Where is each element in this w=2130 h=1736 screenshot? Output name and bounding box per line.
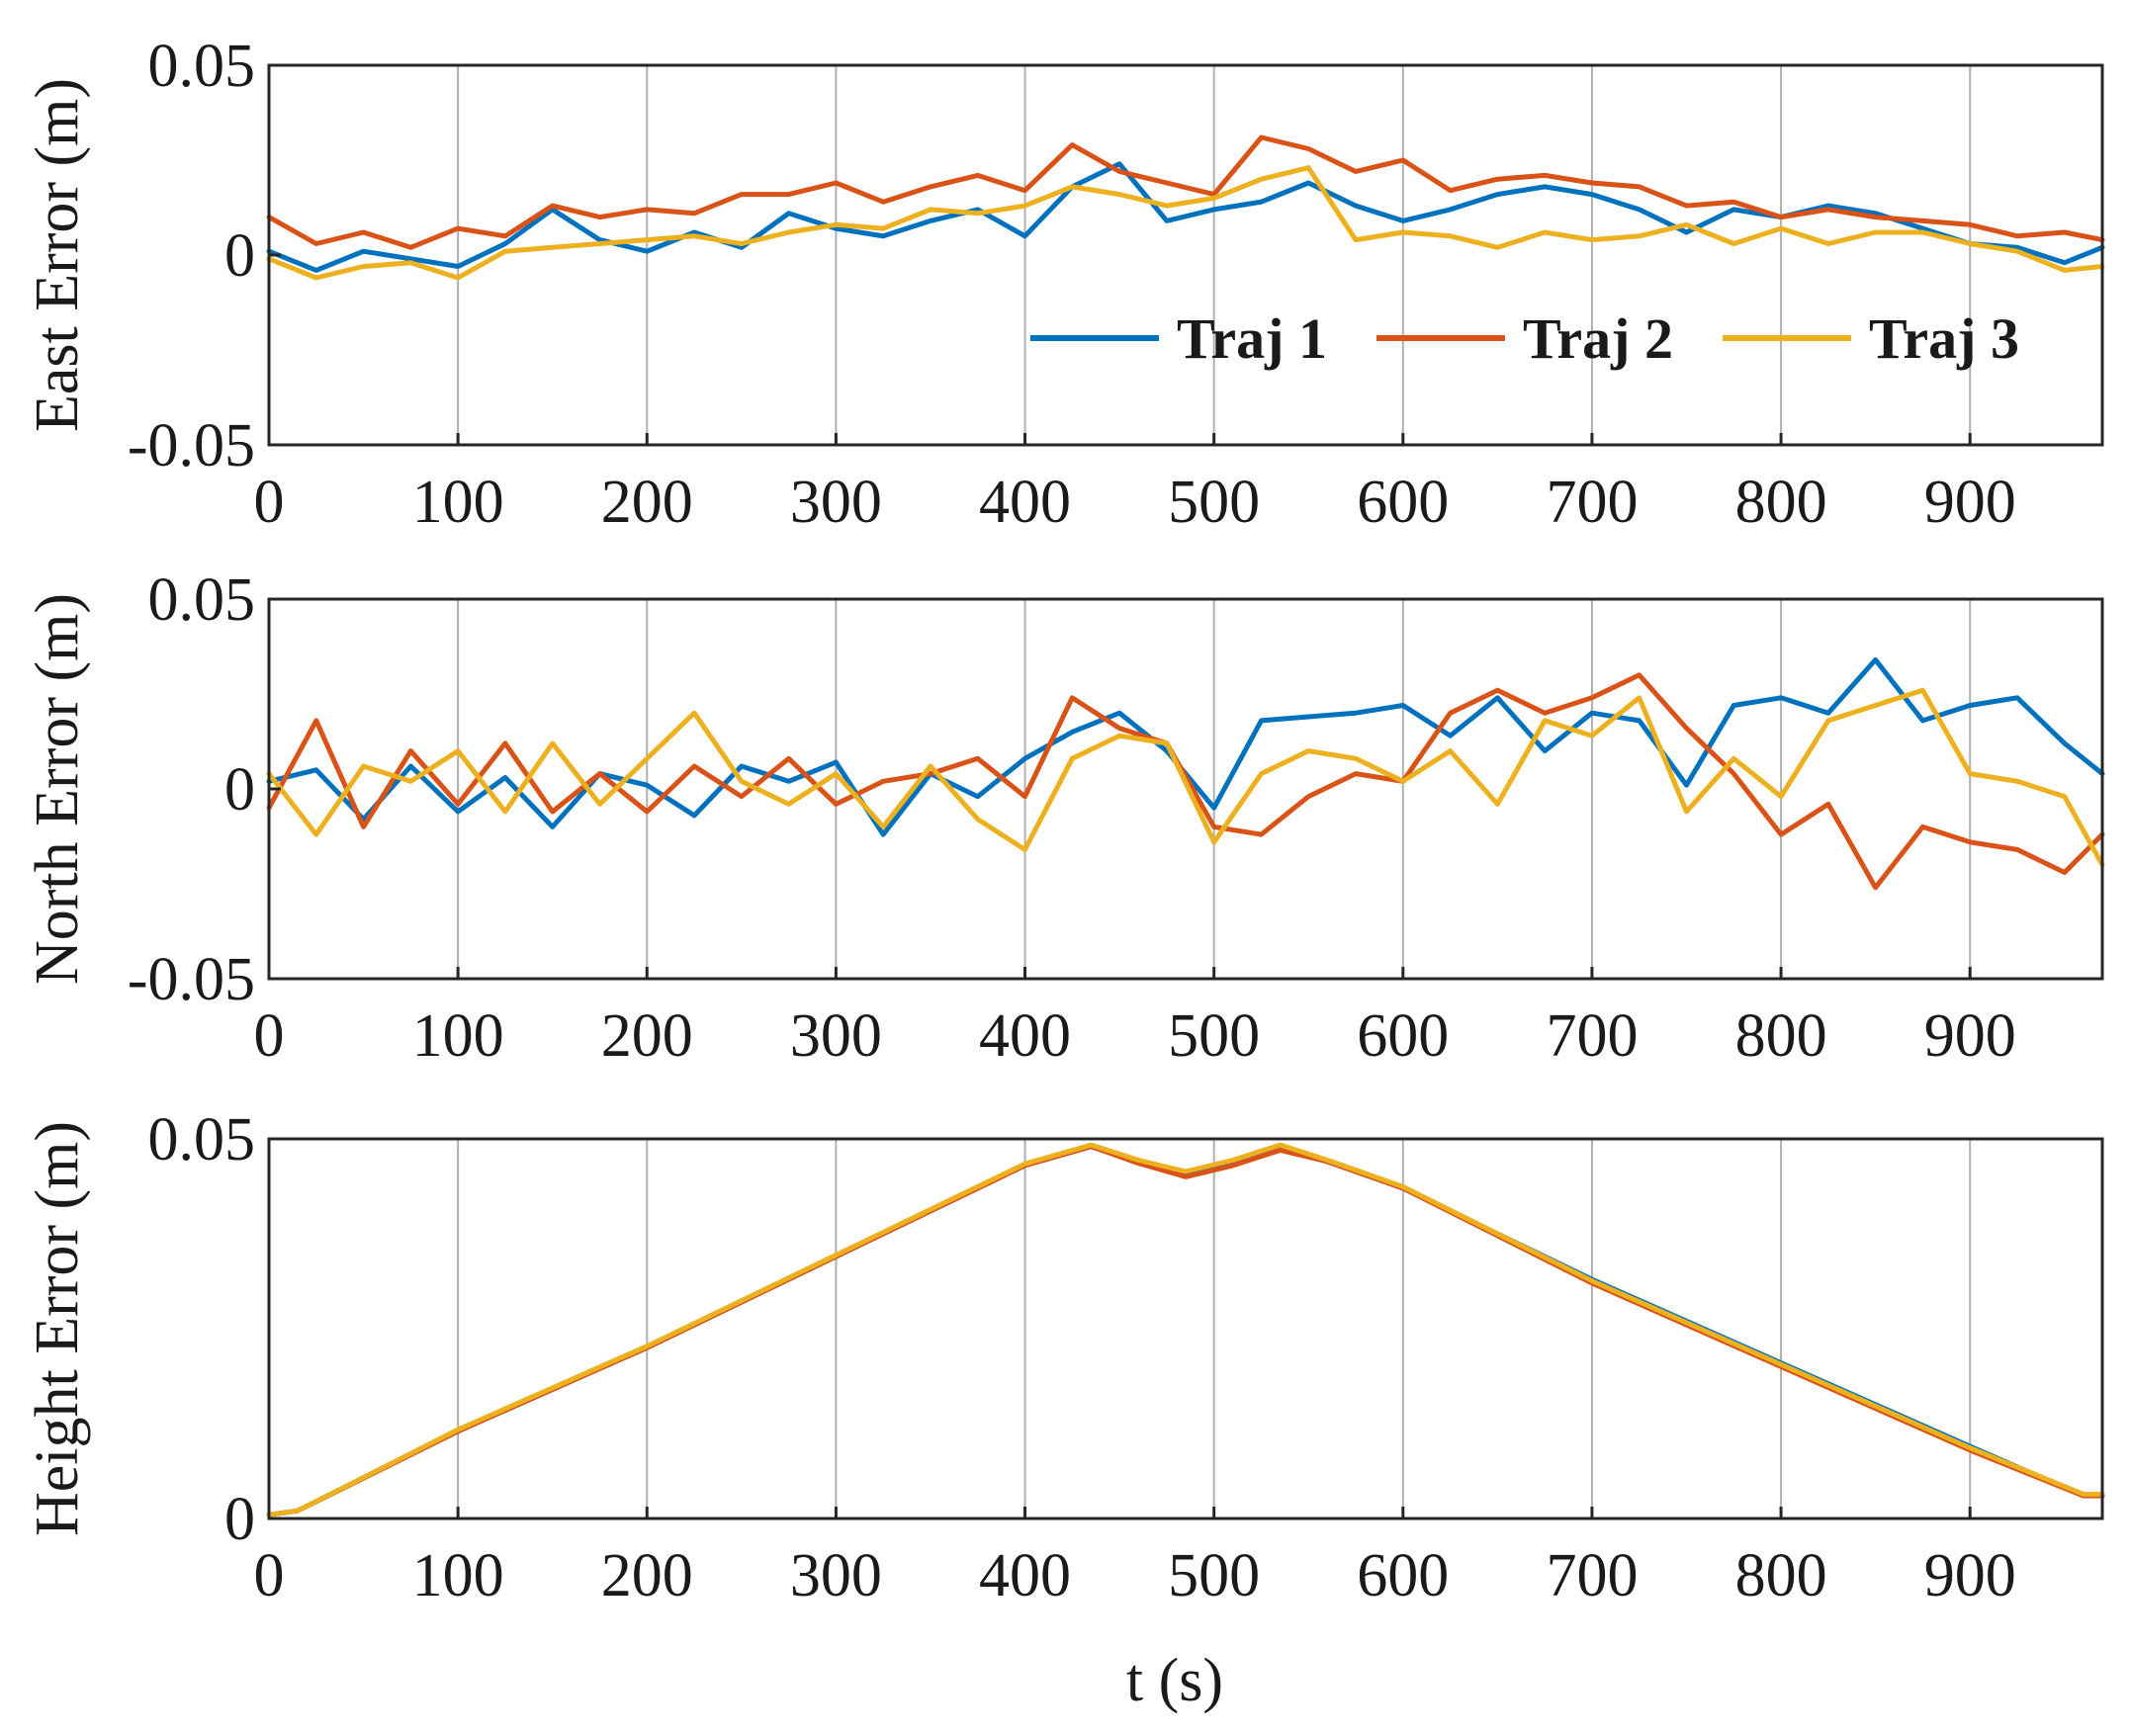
y-axis-label: East Error (m) [24,78,91,432]
series-line-traj-1 [266,161,2105,273]
subplot-height: 0 100 200 300 400 500 600 700 800 900 0 0.05 Height … [24,1106,2105,1609]
x-tick-label: 400 [979,1002,1071,1070]
x-tick-label: 800 [1735,1002,1827,1070]
x-tick-label: 700 [1546,1542,1638,1609]
x-tick-label: 100 [412,1002,504,1070]
x-tick-label: 300 [790,469,882,536]
series-line-traj-1 [266,656,2105,837]
y-tick-label: 0 [224,1486,255,1553]
y-axis-label: Height Error (m) [24,1121,91,1536]
legend-label: Traj 3 [1869,306,2019,371]
x-tick-label: 200 [601,1002,693,1070]
x-tick-label: 600 [1357,469,1449,536]
y-tick-label: 0.05 [148,566,256,634]
legend-label: Traj 2 [1523,306,1673,371]
series-line-traj-2 [266,672,2105,891]
y-tick-label: -0.05 [128,946,255,1013]
x-tick-label: 0 [254,469,285,536]
y-tick-label: 0 [224,222,255,290]
x-tick-label: 400 [979,469,1071,536]
series-line-traj-3 [266,687,2105,868]
x-tick-label: 900 [1924,1542,2016,1609]
x-tick-label: 100 [412,1542,504,1609]
series-line-traj-2 [266,1144,2105,1518]
x-tick-label: 300 [790,1542,882,1609]
x-tick-label: 900 [1924,469,2016,536]
x-tick-label: 800 [1735,469,1827,536]
y-tick-label: 0 [224,756,255,824]
axes-box [267,63,2104,447]
series-line-traj-3 [266,1142,2105,1518]
x-tick-label: 500 [1168,469,1260,536]
x-tick-label: 100 [412,469,504,536]
x-tick-label: 200 [601,1542,693,1609]
y-axis-label: North Error (m) [24,593,91,985]
x-tick-label: 300 [790,1002,882,1070]
x-tick-label: 900 [1924,1002,2016,1070]
subplot-east: 0 100 200 300 400 500 600 700 800 900-0.0500.05Ea… [24,33,2105,536]
series-line-traj-3 [266,165,2105,281]
x-tick-label: 400 [979,1542,1071,1609]
x-tick-label: 700 [1546,469,1638,536]
x-tick-label: 600 [1357,1002,1449,1070]
x-tick-label: 600 [1357,1542,1449,1609]
x-tick-label: 0 [254,1002,285,1070]
axes-box [267,1137,2104,1520]
legend-label: Traj 1 [1177,306,1327,371]
x-axis-label: t (s) [1126,1647,1223,1714]
series-line-traj-1 [266,1144,2105,1518]
x-tick-label: 500 [1168,1002,1260,1070]
x-tick-label: 700 [1546,1002,1638,1070]
x-tick-label: 200 [601,469,693,536]
subplots: 0 100 200 300 400 500 600 700 800 900-0.0500.05Ea… [24,33,2105,1609]
y-tick-label: 0.05 [148,1106,256,1173]
y-tick-label: 0.05 [148,33,256,100]
axes-box [267,597,2104,981]
y-tick-label: -0.05 [128,412,255,479]
x-tick-label: 0 [254,1542,285,1609]
legend: Traj 1 Traj 2 Traj 3 [1030,306,2019,371]
x-tick-label: 800 [1735,1542,1827,1609]
subplot-north: 0 100 200 300 400 500 600 700 800 900-0.0500.05No… [24,566,2105,1070]
x-tick-label: 500 [1168,1542,1260,1609]
series-line-traj-2 [266,134,2105,250]
